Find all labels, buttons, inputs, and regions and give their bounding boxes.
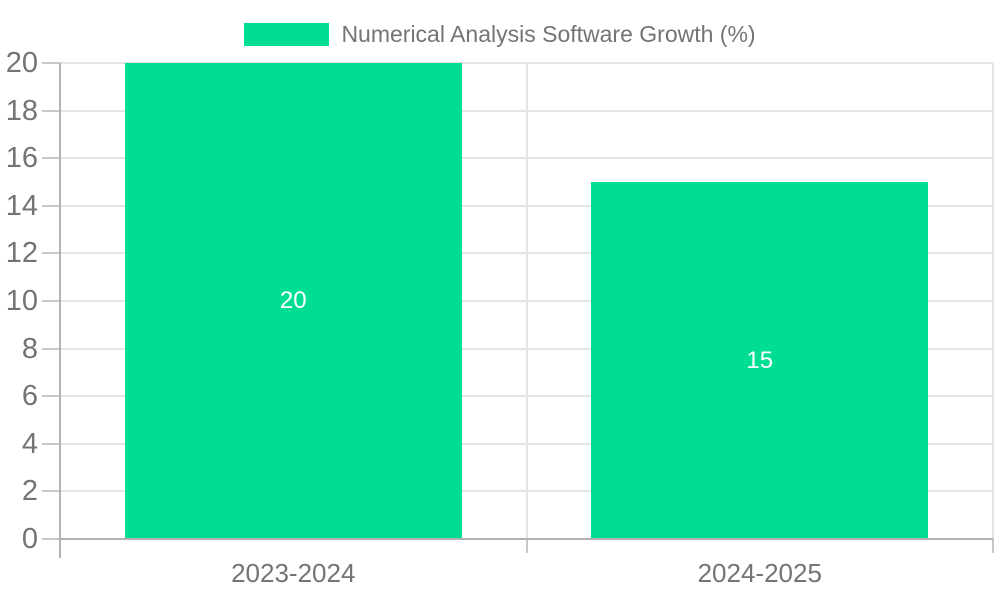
y-axis-tick-label: 18 [5,94,38,127]
gridline-vertical [992,63,994,539]
bar-value-label: 20 [279,287,307,314]
y-axis-tick-label: 4 [21,427,38,460]
bar [124,63,462,539]
y-tick-mark [42,442,60,445]
y-tick-mark [42,157,60,160]
y-tick-mark [42,347,60,350]
bar [591,182,929,539]
y-tick-mark [42,490,60,493]
plot-area: 20 15 0 2 4 6 8 10 12 14 16 18 20 2023-2024 2024-2025 [6,48,994,588]
y-tick-mark [42,204,60,207]
y-axis-line [59,63,61,558]
y-axis-tick-label: 20 [5,47,38,79]
y-axis-tick-label: 14 [5,189,38,222]
y-tick-mark [42,252,60,255]
x-tick-mark [992,539,994,553]
bar-value-label: 15 [746,346,774,374]
y-tick-mark [42,538,60,540]
y-tick-mark [42,109,60,112]
x-tick-mark [525,539,528,553]
y-axis-tick-label: 2 [21,475,38,508]
legend-label: Numerical Analysis Software Growth (%) [341,20,756,47]
y-tick-mark [42,62,60,64]
x-axis-tick-label: 2023-2024 [231,558,356,588]
y-axis-tick-label: 10 [5,285,38,317]
chart-legend: Numerical Analysis Software Growth (%) [0,19,1000,49]
legend-swatch [244,22,330,46]
gridline-vertical [525,63,528,539]
y-axis-tick-label: 8 [21,332,38,365]
x-axis-tick-label: 2024-2025 [697,558,822,588]
x-axis-line [60,538,993,540]
y-axis-tick-label: 0 [21,523,38,555]
y-tick-mark [42,395,60,398]
y-axis-tick-label: 16 [5,142,38,175]
y-axis-tick-label: 12 [5,237,38,270]
y-tick-mark [42,300,60,302]
y-axis-tick-label: 6 [21,380,38,413]
